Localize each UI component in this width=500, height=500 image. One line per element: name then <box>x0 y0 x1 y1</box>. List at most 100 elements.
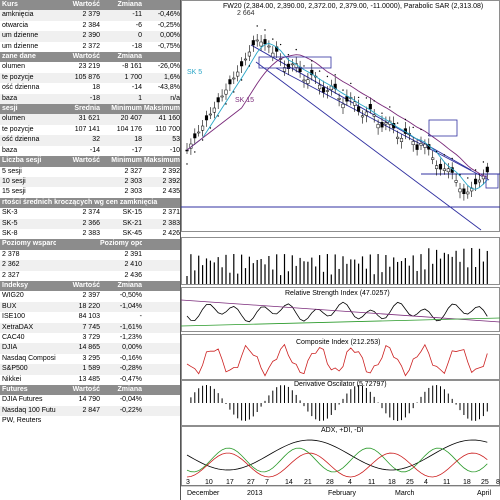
trend-line <box>255 61 482 231</box>
market-data-table: Kurs Wartość Zmiana amknięcia 2 379 -11 -0,46%… <box>0 0 180 427</box>
candle-body <box>415 144 419 150</box>
x-axis-day-label: 4 <box>348 479 352 486</box>
candle-body <box>337 98 341 100</box>
table-cell: 1 700 <box>100 72 142 84</box>
table-row: XetraDAX 7 745 -1,61% <box>0 322 180 333</box>
table-cell: 2 384 <box>82 21 100 29</box>
x-axis-month-label: March <box>395 490 415 497</box>
table-row: baza -18 1 n/a <box>0 93 180 105</box>
table-cell <box>56 260 100 271</box>
table-cell <box>142 416 180 426</box>
candle-body <box>466 191 470 195</box>
table-cell: -1,04% <box>100 301 142 313</box>
candle-body <box>240 61 244 67</box>
candle-body <box>204 115 209 121</box>
candle-body <box>321 87 326 93</box>
table-row: PW, Reuters <box>0 416 180 426</box>
table-row: DJIA 14 865 0,00% <box>0 343 180 354</box>
table-cell: 18 220 <box>56 301 100 313</box>
table-row: 2 378 2 391 <box>0 250 180 260</box>
table-cell: Wartość <box>56 280 100 292</box>
table-cell: 2 303 <box>124 188 142 196</box>
candle-body <box>290 63 294 66</box>
table-row: amknięcia 2 379 -11 -0,46% <box>0 10 180 21</box>
candle-body <box>364 111 368 116</box>
candle-body <box>419 143 423 146</box>
table-cell: S&P500 <box>0 364 56 375</box>
table-cell: 2 327 <box>124 167 142 175</box>
candle-body <box>470 187 474 192</box>
table-cell: -10 <box>169 146 180 154</box>
candle-body <box>220 95 224 98</box>
table-cell <box>142 385 180 396</box>
table-cell <box>142 52 180 63</box>
panel-border <box>181 0 500 232</box>
trend-line <box>250 44 472 171</box>
candle-body <box>458 188 462 193</box>
candle-body <box>259 41 263 47</box>
table-row: 5 sesji 2 327 2 392 <box>0 167 180 177</box>
sar-dot <box>287 54 290 56</box>
table-cell: rtości średnich kroczących wg cen zamkni… <box>0 197 180 209</box>
table-cell <box>56 176 100 188</box>
table-cell: 53 <box>142 135 180 146</box>
table-cell: Indeksy <box>0 280 56 292</box>
candle-body <box>438 163 443 170</box>
sar-dot <box>311 60 313 62</box>
table-cell: -0,50% <box>119 292 142 300</box>
table-cell: te pozycje <box>0 72 56 84</box>
sar-dot <box>194 151 196 153</box>
table-cell <box>142 375 180 385</box>
sar-dot <box>396 122 399 124</box>
table-row: te pozycje 105 876 1 700 1,6% <box>0 72 180 84</box>
table-cell: amknięcia <box>0 10 56 21</box>
candle-body <box>197 131 201 134</box>
candle-body <box>353 101 357 106</box>
table-cell <box>56 250 100 260</box>
x-axis-day-label: 18 <box>388 479 396 486</box>
x-axis-month-label: February <box>328 490 357 497</box>
table-cell: -14 <box>89 146 100 154</box>
sar-dot <box>443 154 446 156</box>
table-row: 2 327 2 436 <box>0 271 180 281</box>
candle-body <box>380 122 384 128</box>
table-row: Nikkei 13 485 -0,47% <box>0 375 180 385</box>
candle-body <box>228 79 232 85</box>
candle-body <box>446 168 450 173</box>
table-row: 15 sesji 2 303 2 435 <box>0 187 180 197</box>
table-cell: Zmiana <box>100 52 142 63</box>
table-cell: 2 390 <box>56 31 100 42</box>
table-cell <box>142 260 180 271</box>
table-cell: -1,61% <box>100 322 142 333</box>
table-row: um dzienne 2 372 -18 -0,75% <box>0 42 180 52</box>
table-cell: 20 407 <box>100 114 142 125</box>
x-axis-month-label: 2013 <box>247 490 263 497</box>
candle-body <box>411 141 415 145</box>
candle-body <box>341 103 345 109</box>
annotation-box <box>428 119 458 137</box>
table-cell: -0,28% <box>100 364 142 375</box>
table-cell: Nasdaq 100 Futures <box>0 405 56 417</box>
table-row: Nasdaq 100 Futures2 847-0,22% <box>0 405 180 417</box>
table-cell: 2 372 <box>82 42 100 50</box>
rsi-trend-line <box>181 299 500 323</box>
table-cell: Poziomy wsparcia <box>0 239 56 250</box>
sar-dot <box>467 177 469 179</box>
candle-body <box>442 168 446 171</box>
sk5-label: SK 5 <box>187 69 203 76</box>
sar-dot <box>474 169 477 171</box>
table-row: ość dzienna 32 18 53 <box>0 135 180 146</box>
table-cell: 107 141 <box>74 125 100 133</box>
x-axis-day-label: 25 <box>406 479 414 486</box>
table-row: SK-3 2 374 SK-15 2 371 <box>0 208 180 218</box>
sar-dot <box>201 139 204 141</box>
table-section-header: sesji Średnia Minimum Maksimum <box>0 104 180 115</box>
sk15-label: SK 15 <box>235 97 255 104</box>
table-row: otwarcia 2 384 -6 -0,25% <box>0 21 180 31</box>
table-cell: ISE100 <box>2 313 25 321</box>
x-axis-day-label: 3 <box>186 479 190 486</box>
composite-index-line <box>186 343 488 377</box>
table-cell <box>56 271 100 281</box>
candle-body <box>251 40 255 46</box>
table-section-header: Futures Wartość Zmiana <box>0 385 180 396</box>
